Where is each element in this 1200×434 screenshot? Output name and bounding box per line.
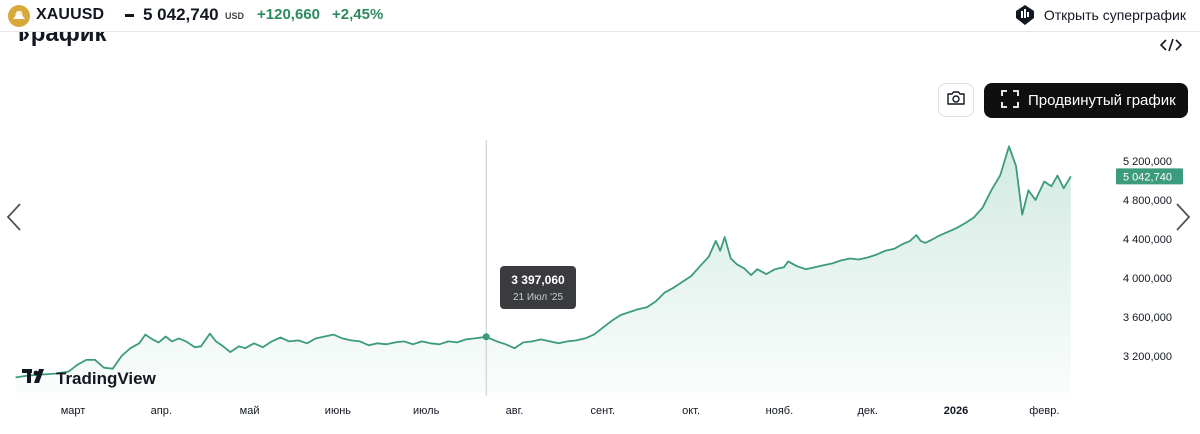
price-change-percent: +2,45%	[332, 6, 384, 23]
camera-icon	[946, 90, 966, 111]
x-axis-tick-label: 2026	[944, 405, 968, 417]
x-axis-tick-label: дек.	[857, 405, 877, 417]
gold-bars-icon	[8, 5, 30, 27]
tooltip-date: 21 Июл '25	[512, 292, 563, 303]
symbol-name: XAUUSD	[36, 6, 105, 23]
chevron-left-icon	[6, 203, 21, 231]
x-axis-tick-label: июнь	[325, 405, 351, 417]
y-axis-tick-label: 4 000,000	[1123, 273, 1172, 285]
price-area-fill	[15, 146, 1071, 393]
separator-dash	[125, 14, 134, 17]
x-axis-tick-label: февр.	[1029, 405, 1059, 417]
x-axis-tick-label: июль	[413, 405, 440, 417]
fullscreen-corners-icon	[1000, 89, 1020, 113]
y-axis-tick-label: 4 400,000	[1123, 234, 1172, 246]
section-title[interactable]: График ›	[18, 32, 138, 58]
chevron-right-icon	[1176, 203, 1191, 231]
y-axis-tick-label: 3 600,000	[1123, 312, 1172, 324]
snapshot-button[interactable]	[938, 83, 974, 117]
last-price-badge	[1116, 168, 1183, 185]
x-axis-tick-label: сент.	[591, 405, 616, 417]
x-axis-tick-label: окт.	[682, 405, 700, 417]
tooltip-value: 3 397,060	[511, 273, 565, 287]
open-supergraph-button[interactable]: Открыть суперграфик	[1014, 3, 1186, 27]
price-change: +120,660	[257, 6, 320, 23]
tradingview-logo-text: TradingView	[56, 368, 156, 388]
next-arrow[interactable]	[1171, 202, 1193, 232]
x-axis-tick-label: нояб.	[766, 405, 794, 417]
currency-label: USD	[225, 11, 245, 21]
tradingview-logo[interactable]: TradingView	[22, 368, 156, 389]
supergraph-logo-icon	[1014, 4, 1036, 26]
advanced-chart-label: Продвинутый график	[1028, 92, 1176, 109]
x-axis-tick-label: авг.	[506, 405, 524, 417]
code-embed-icon[interactable]	[1159, 38, 1183, 56]
crosshair-tooltip: 3 397,060 21 Июл '25	[500, 266, 576, 309]
tradingview-mark-icon	[22, 368, 50, 389]
price-chart[interactable]: 3 200,000 3 600,000 4 000,000 4 400,000 4 80…	[0, 120, 1200, 434]
x-axis-tick-label: март	[61, 405, 86, 417]
advanced-chart-button[interactable]: Продвинутый график	[984, 83, 1188, 118]
previous-arrow[interactable]	[4, 202, 26, 232]
x-axis-tick-label: апр.	[151, 405, 172, 417]
last-price-label: 5 042,740	[1123, 171, 1172, 183]
crosshair-point	[482, 333, 490, 341]
y-axis-tick-label: 5 200,000	[1123, 156, 1172, 168]
ticker-header: XAUUSD 5 042,740 USD +120,660 +2,45% Отк…	[0, 0, 1200, 32]
chevron-right-icon: ›	[22, 32, 30, 47]
y-axis-tick-label: 4 800,000	[1123, 195, 1172, 207]
open-supergraph-label: Открыть суперграфик	[1043, 7, 1186, 23]
x-axis-tick-label: май	[240, 405, 260, 417]
y-axis-tick-label: 3 200,000	[1123, 351, 1172, 363]
current-price: 5 042,740	[143, 5, 219, 24]
price-line	[15, 145, 1072, 379]
section-title-text: График	[18, 32, 107, 47]
